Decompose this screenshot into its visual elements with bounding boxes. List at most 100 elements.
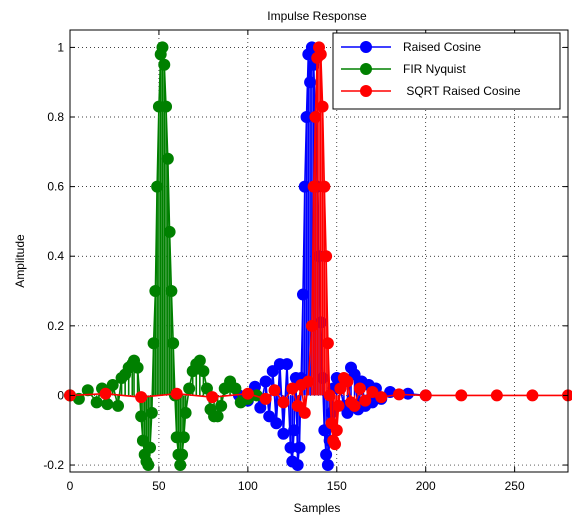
x-axis-title: Samples: [294, 501, 341, 515]
y-tick-label: 0.4: [47, 249, 64, 263]
data-point: [158, 58, 171, 71]
data-point: [268, 384, 281, 397]
data-point: [259, 392, 272, 405]
data-point: [323, 389, 336, 402]
data-point: [259, 375, 272, 388]
data-point: [305, 319, 318, 332]
data-point: [135, 391, 148, 404]
legend-swatch-marker: [360, 63, 372, 75]
data-point: [277, 396, 290, 409]
data-point: [266, 365, 279, 378]
data-point: [277, 427, 290, 440]
legend-swatch-marker: [360, 41, 372, 53]
x-tick-label: 200: [416, 479, 436, 493]
y-tick-label: -0.2: [43, 458, 64, 472]
data-point: [176, 448, 189, 461]
data-point: [241, 387, 254, 400]
data-point: [291, 459, 304, 472]
data-point: [455, 389, 468, 402]
data-point: [419, 389, 432, 402]
data-point: [309, 111, 322, 124]
data-point: [112, 399, 125, 412]
data-point: [101, 398, 114, 411]
axes: 0 50 100 150 200 250-0.200.20.40.60.81: [43, 29, 569, 493]
data-point: [291, 399, 304, 412]
data-point: [353, 382, 366, 395]
data-point: [183, 382, 196, 395]
legend-label: SQRT Raised Cosine: [403, 84, 521, 98]
data-point: [348, 368, 361, 381]
data-point: [304, 76, 317, 89]
data-point: [215, 399, 228, 412]
data-point: [99, 387, 112, 400]
data-point: [177, 431, 190, 444]
axes-box: [69, 29, 569, 473]
data-point: [348, 399, 361, 412]
data-point: [298, 406, 311, 419]
x-tick-label: 150: [327, 479, 347, 493]
data-point: [393, 388, 406, 401]
data-point: [330, 424, 343, 437]
data-point: [334, 382, 347, 395]
data-point: [135, 410, 148, 423]
data-point: [197, 365, 210, 378]
data-point: [321, 459, 334, 472]
data-point: [288, 424, 301, 437]
data-point: [254, 401, 267, 414]
y-tick-label: 0: [57, 388, 64, 402]
data-point: [318, 424, 331, 437]
data-point: [314, 48, 327, 61]
data-point: [307, 180, 320, 193]
y-tick-label: 0.8: [47, 110, 64, 124]
data-point: [136, 434, 149, 447]
series-1: [64, 41, 263, 472]
data-point: [106, 378, 119, 391]
data-point: [174, 459, 187, 472]
data-point: [165, 285, 178, 298]
data-point: [375, 391, 388, 404]
data-point: [332, 399, 345, 412]
data-point: [81, 384, 94, 397]
x-tick-label: 50: [152, 479, 166, 493]
data-point: [359, 394, 372, 407]
data-point: [90, 396, 103, 409]
data-point: [270, 417, 283, 430]
data-point: [170, 387, 183, 400]
data-point: [142, 459, 155, 472]
data-point: [149, 285, 162, 298]
data-point: [341, 375, 354, 388]
legend-label: Raised Cosine: [403, 40, 481, 54]
x-tick-label: 0: [67, 479, 74, 493]
plot-series: [64, 41, 572, 472]
data-point: [144, 441, 157, 454]
data-point: [145, 406, 158, 419]
data-point: [341, 406, 354, 419]
y-axis-title: Amplitude: [13, 234, 27, 288]
data-point: [156, 41, 169, 54]
data-point: [302, 375, 315, 388]
data-point: [200, 382, 213, 395]
legend-swatch-marker: [360, 85, 372, 97]
data-point: [160, 100, 173, 113]
data-point: [263, 410, 276, 423]
y-tick-label: 1: [57, 40, 64, 54]
data-point: [366, 385, 379, 398]
data-point: [318, 180, 331, 193]
data-point: [320, 250, 333, 263]
data-point: [229, 382, 242, 395]
chart-title: Impulse Response: [267, 9, 367, 23]
data-point: [151, 180, 164, 193]
data-point: [526, 389, 539, 402]
data-point: [179, 406, 192, 419]
y-tick-label: 0.2: [47, 319, 64, 333]
data-point: [316, 100, 329, 113]
x-tick-label: 100: [238, 479, 258, 493]
data-point: [320, 448, 333, 461]
data-point: [296, 288, 309, 301]
legend-label: FIR Nyquist: [403, 62, 466, 76]
data-point: [131, 361, 144, 374]
data-point: [167, 337, 180, 350]
legend: Raised Cosine FIR Nyquist SQRT Raised Cos…: [332, 32, 561, 110]
